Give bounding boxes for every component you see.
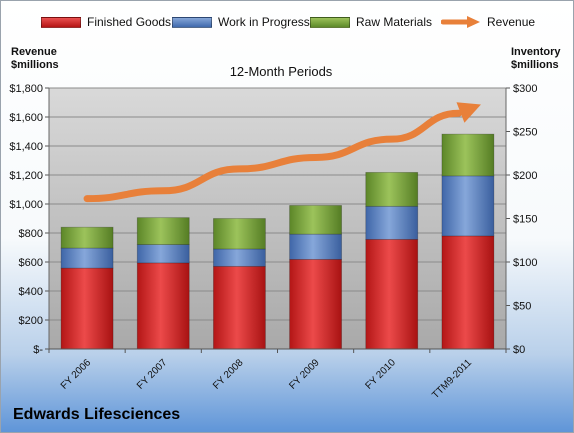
left-tick-label: $1,400	[9, 141, 43, 153]
legend-label: Revenue	[487, 15, 536, 29]
chart-subtitle: 12-Month Periods	[230, 64, 333, 79]
raw-swatch	[310, 16, 350, 28]
revenue-arrowhead	[456, 102, 481, 123]
left-tick-label: $200	[19, 315, 43, 327]
left-tick-label: $1,800	[9, 83, 43, 95]
bar-work-in-progress	[289, 233, 342, 260]
right-axis-title-line2: $millions	[511, 59, 559, 71]
legend-item-revenue: Revenue	[441, 15, 535, 29]
bar-work-in-progress	[136, 244, 190, 264]
x-tick-label: FY 2007	[135, 357, 170, 392]
revenue-line	[83, 109, 463, 203]
right-tick-label: $250	[513, 127, 537, 139]
bar-finished-goods	[213, 265, 266, 350]
right-axis-title-line1: Inventory	[511, 46, 561, 58]
left-tick-label: $1,600	[9, 112, 43, 124]
left-tick-label: $1,000	[9, 199, 43, 211]
x-tick-label: FY 2010	[363, 357, 398, 392]
x-tick-label: FY 2008	[211, 357, 246, 392]
plot-area	[49, 88, 506, 349]
bar-finished-goods	[365, 238, 419, 350]
finished-goods-swatch	[41, 16, 81, 28]
bar-raw-materials	[289, 205, 342, 235]
legend-item-raw: Raw Materials	[310, 15, 432, 29]
left-axis-title-line1: Revenue	[11, 46, 57, 58]
legend-label: Raw Materials	[356, 15, 433, 29]
left-axis-title: Revenue $millions	[11, 46, 59, 72]
bar-raw-materials	[60, 226, 114, 249]
bar-raw-materials	[441, 133, 495, 177]
x-tick-label: FY 2006	[59, 357, 94, 392]
revenue-arrow-icon	[441, 16, 480, 28]
x-tick-label: TTM9-2011	[430, 357, 474, 401]
left-tick-label: $400	[19, 286, 43, 298]
bar-raw-materials	[136, 217, 190, 246]
right-tick-label: $50	[513, 301, 531, 313]
wip-swatch	[172, 16, 212, 28]
right-axis-title: Inventory $millions	[511, 46, 561, 72]
right-tick-label: $150	[513, 214, 537, 226]
bar-work-in-progress	[213, 248, 266, 267]
left-tick-label: $1,200	[9, 170, 43, 182]
legend: Finished Goods Work in Progress Raw Mate…	[1, 15, 573, 33]
bar-work-in-progress	[60, 247, 114, 269]
legend-label: Finished Goods	[87, 15, 172, 29]
left-axis-title-line2: $millions	[11, 59, 59, 71]
company-name: Edwards Lifesciences	[13, 406, 181, 423]
bar-finished-goods	[60, 267, 114, 350]
left-tick-label: $600	[19, 257, 43, 269]
right-tick-label: $0	[513, 344, 525, 356]
bar-raw-materials	[365, 171, 419, 207]
legend-label: Work in Progress	[218, 15, 310, 29]
left-tick-label: $800	[19, 228, 43, 240]
legend-item-finished-goods: Finished Goods	[41, 15, 171, 29]
bar-finished-goods	[136, 262, 190, 350]
bar-work-in-progress	[441, 175, 495, 237]
legend-item-wip: Work in Progress	[172, 15, 310, 29]
right-tick-label: $300	[513, 83, 537, 95]
right-tick-label: $200	[513, 170, 537, 182]
bar-raw-materials	[213, 218, 266, 250]
right-tick-label: $100	[513, 257, 537, 269]
bar-finished-goods	[441, 235, 495, 350]
left-tick-label: $-	[33, 344, 43, 356]
x-tick-label: FY 2009	[287, 357, 322, 392]
bar-work-in-progress	[365, 205, 419, 240]
bar-finished-goods	[289, 258, 342, 350]
